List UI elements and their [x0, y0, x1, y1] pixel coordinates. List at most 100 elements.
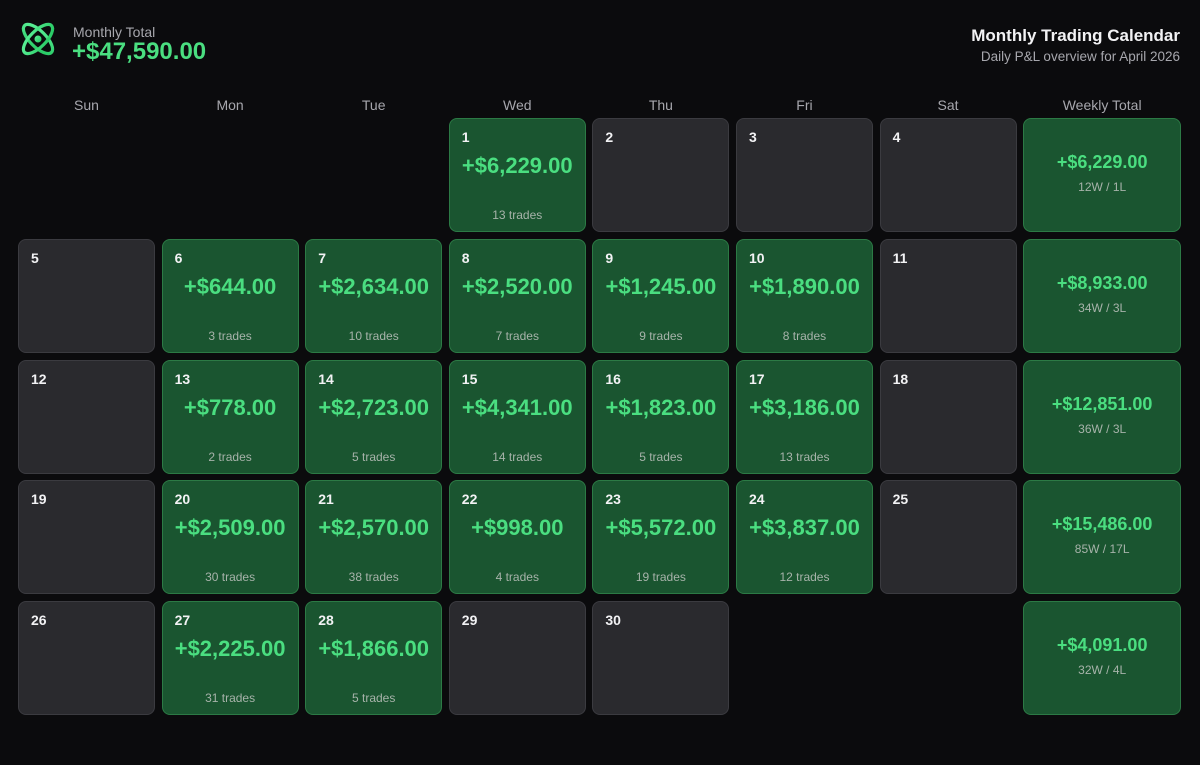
day-pnl: +$2,509.00: [174, 515, 286, 541]
blank-cell: [305, 118, 442, 232]
day-cell[interactable]: 27 +$2,225.00 31 trades: [161, 601, 299, 716]
weekly-total-pnl: +$12,851.00: [1051, 393, 1153, 414]
day-trade-count: 19 trades: [635, 570, 686, 585]
weekly-total-cell[interactable]: +$6,229.00 12W / 1L: [1023, 118, 1182, 232]
weekly-total-pnl: +$8,933.00: [1056, 272, 1148, 293]
day-pnl: +$1,890.00: [749, 273, 860, 299]
day-number: 22: [461, 491, 478, 508]
day-number: 2: [605, 129, 614, 145]
day-pnl: +$4,341.00: [461, 394, 573, 420]
day-trade-count: 7 trades: [495, 328, 539, 343]
day-cell[interactable]: 4: [879, 118, 1017, 232]
day-number: 16: [605, 370, 621, 387]
day-cell[interactable]: 20 +$2,509.00 30 trades: [161, 480, 299, 595]
day-trade-count: 9 trades: [639, 328, 683, 343]
day-pnl: +$1,823.00: [605, 394, 717, 420]
weekly-total-pnl: +$15,486.00: [1051, 514, 1153, 535]
weekly-total-cell[interactable]: +$4,091.00 32W / 4L: [1023, 601, 1182, 716]
day-cell[interactable]: 28 +$1,866.00 5 trades: [305, 601, 443, 716]
day-pnl: +$3,837.00: [749, 515, 860, 541]
day-trade-count: 13 trades: [779, 449, 830, 464]
day-number: 26: [31, 612, 47, 629]
day-trade-count: 5 trades: [352, 691, 396, 706]
day-number: 15: [461, 370, 478, 387]
atom-logo-icon: [16, 17, 60, 61]
weekly-win-loss-record: 36W / 3L: [1078, 421, 1127, 436]
day-cell[interactable]: 17 +$3,186.00 13 trades: [735, 359, 873, 474]
day-cell[interactable]: 5: [18, 238, 155, 353]
day-number: 28: [318, 612, 334, 629]
day-pnl: +$2,520.00: [461, 273, 573, 299]
day-cell[interactable]: 3: [735, 118, 873, 232]
day-pnl: +$2,634.00: [318, 273, 430, 299]
day-trade-count: 3 trades: [208, 328, 252, 343]
day-number: 27: [174, 612, 191, 629]
day-cell[interactable]: 18: [879, 359, 1017, 474]
weekly-win-loss-record: 85W / 17L: [1074, 542, 1130, 557]
day-cell[interactable]: 12: [18, 359, 155, 474]
day-trade-count: 30 trades: [205, 570, 256, 585]
day-number: 3: [748, 129, 757, 145]
weekday-label: Wed: [503, 97, 532, 113]
weekday-header-row: Sun Mon Tue Wed Thu Fri Sat Weekly Total: [18, 97, 1181, 113]
day-number: 10: [748, 249, 765, 266]
day-cell[interactable]: 29: [448, 601, 586, 716]
weekly-total-cell[interactable]: +$15,486.00 85W / 17L: [1023, 480, 1182, 595]
weekday-label: Mon: [216, 97, 244, 113]
weekly-total-header: Weekly Total: [1062, 97, 1142, 113]
day-cell[interactable]: 2: [592, 118, 730, 232]
weekly-total-cell[interactable]: +$12,851.00 36W / 3L: [1023, 359, 1182, 474]
blank-cell: [880, 601, 1017, 715]
weekday-label: Fri: [796, 97, 813, 113]
day-number: 8: [461, 249, 470, 266]
day-number: 20: [174, 491, 191, 508]
day-cell[interactable]: 15 +$4,341.00 14 trades: [448, 359, 586, 474]
day-cell[interactable]: 14 +$2,723.00 5 trades: [305, 359, 443, 474]
day-cell[interactable]: 26: [18, 601, 155, 716]
weekday-label: Thu: [648, 97, 673, 113]
weekly-win-loss-record: 34W / 3L: [1078, 300, 1127, 315]
day-cell[interactable]: 10 +$1,890.00 8 trades: [735, 238, 873, 353]
day-number: 25: [892, 491, 909, 508]
day-cell[interactable]: 24 +$3,837.00 12 trades: [735, 480, 873, 595]
day-number: 29: [461, 612, 478, 629]
header: Monthly Total +$47,590.00 Monthly Tradin…: [0, 0, 1200, 90]
day-number: 21: [318, 491, 334, 508]
day-number: 19: [31, 491, 47, 508]
day-pnl: +$5,572.00: [605, 515, 717, 541]
day-cell[interactable]: 23 +$5,572.00 19 trades: [592, 480, 730, 595]
day-trade-count: 38 trades: [348, 570, 399, 585]
day-cell[interactable]: 19: [18, 480, 155, 595]
page-title: Monthly Trading Calendar: [971, 26, 1180, 45]
day-number: 11: [892, 249, 908, 266]
day-cell[interactable]: 7 +$2,634.00 10 trades: [305, 238, 443, 353]
day-cell[interactable]: 21 +$2,570.00 38 trades: [305, 480, 443, 595]
day-cell[interactable]: 22 +$998.00 4 trades: [448, 480, 586, 595]
day-pnl: +$2,225.00: [174, 636, 286, 662]
day-trade-count: 31 trades: [205, 691, 256, 706]
day-trade-count: 2 trades: [208, 449, 252, 464]
day-pnl: +$1,245.00: [605, 273, 717, 299]
day-number: 24: [748, 491, 765, 508]
day-number: 12: [31, 370, 47, 387]
day-cell[interactable]: 9 +$1,245.00 9 trades: [592, 238, 730, 353]
day-trade-count: 13 trades: [492, 208, 543, 222]
day-pnl: +$6,229.00: [461, 153, 573, 178]
day-cell[interactable]: 8 +$2,520.00 7 trades: [448, 238, 586, 353]
day-cell[interactable]: 13 +$778.00 2 trades: [161, 359, 299, 474]
day-cell[interactable]: 30: [592, 601, 730, 716]
day-cell[interactable]: 1 +$6,229.00 13 trades: [448, 118, 586, 232]
day-cell[interactable]: 25: [879, 480, 1017, 595]
day-pnl: +$2,570.00: [318, 515, 430, 541]
day-trade-count: 12 trades: [779, 570, 830, 585]
day-cell[interactable]: 6 +$644.00 3 trades: [161, 238, 299, 353]
weekly-total-cell[interactable]: +$8,933.00 34W / 3L: [1023, 238, 1182, 353]
day-number: 23: [605, 491, 621, 508]
weekday-label: Sat: [937, 97, 959, 113]
weekly-total-pnl: +$6,229.00: [1056, 152, 1148, 172]
day-cell[interactable]: 16 +$1,823.00 5 trades: [592, 359, 730, 474]
day-cell[interactable]: 11: [879, 238, 1017, 353]
blank-cell: [736, 601, 873, 715]
day-number: 7: [318, 249, 326, 266]
weekday-label: Sun: [74, 97, 99, 113]
